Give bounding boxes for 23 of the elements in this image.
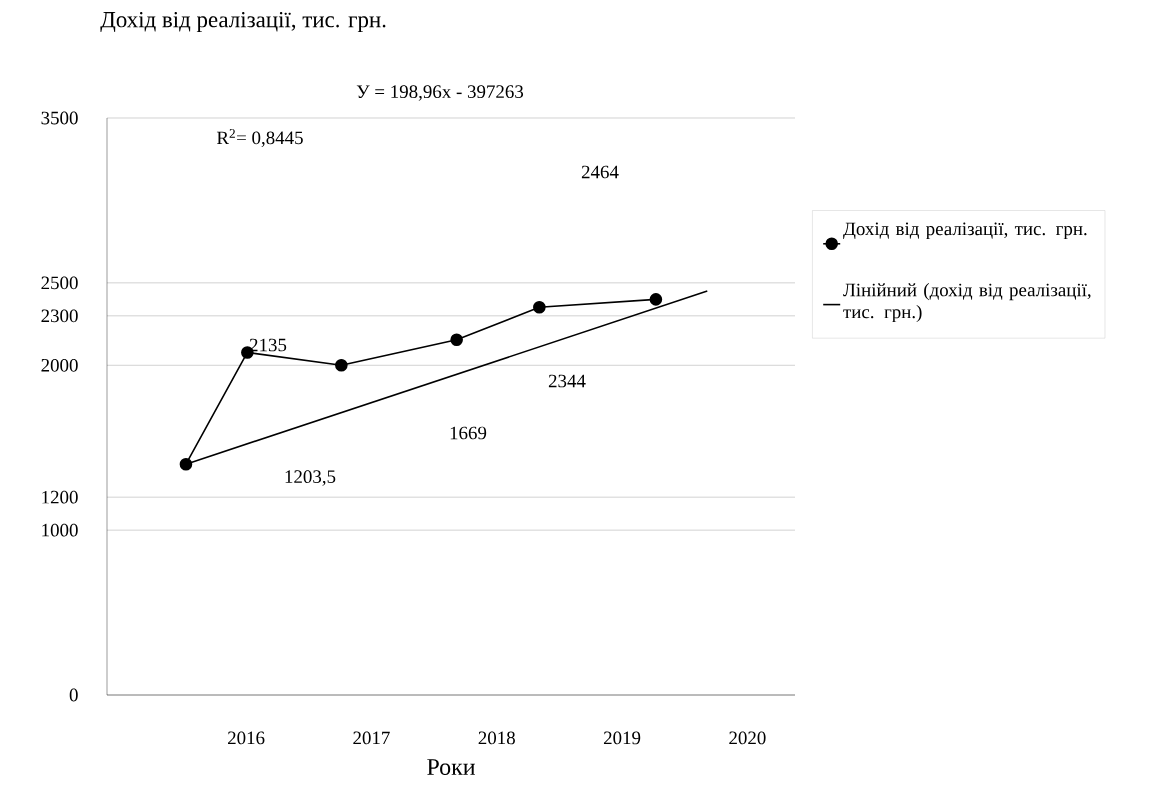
x-tick-label: 2017 <box>353 731 390 745</box>
annotation: 1203,5 <box>285 470 336 486</box>
legend-label: Лінійний (дохід від реалізації, тис. грн.) <box>843 283 1091 323</box>
annotation: 1669 <box>450 426 487 440</box>
y-tick-label: 1000 <box>42 523 78 537</box>
y-tick-label: 2500 <box>41 276 78 290</box>
annotation: R$^{2}$= 0,8445 <box>216 129 303 147</box>
x-tick-label: 2018 <box>478 731 515 745</box>
x-axis-title: Роки <box>427 759 475 776</box>
y-tick-label: 0 <box>69 688 78 702</box>
x-tick-label: 2016 <box>228 731 265 745</box>
y-tick-label: 1200 <box>42 490 78 504</box>
text: У = 198,96x - 397263 <box>356 85 524 101</box>
y-tick-label: 3500 <box>41 111 78 125</box>
legend-label: Дохід від реалізації, тис. грн. <box>843 222 1087 240</box>
y-tick-label: 2300 <box>41 309 78 323</box>
x-tick-label: 2019 <box>603 731 641 745</box>
annotation: 2464 <box>581 165 619 179</box>
annotation: 2344 <box>548 374 586 388</box>
chart-title: Дохід від реалізації, тис. грн. <box>100 11 386 33</box>
x-tick-label: 2020 <box>729 731 766 745</box>
y-tick-label: 2000 <box>41 358 78 372</box>
annotation: 2135 <box>249 338 287 352</box>
